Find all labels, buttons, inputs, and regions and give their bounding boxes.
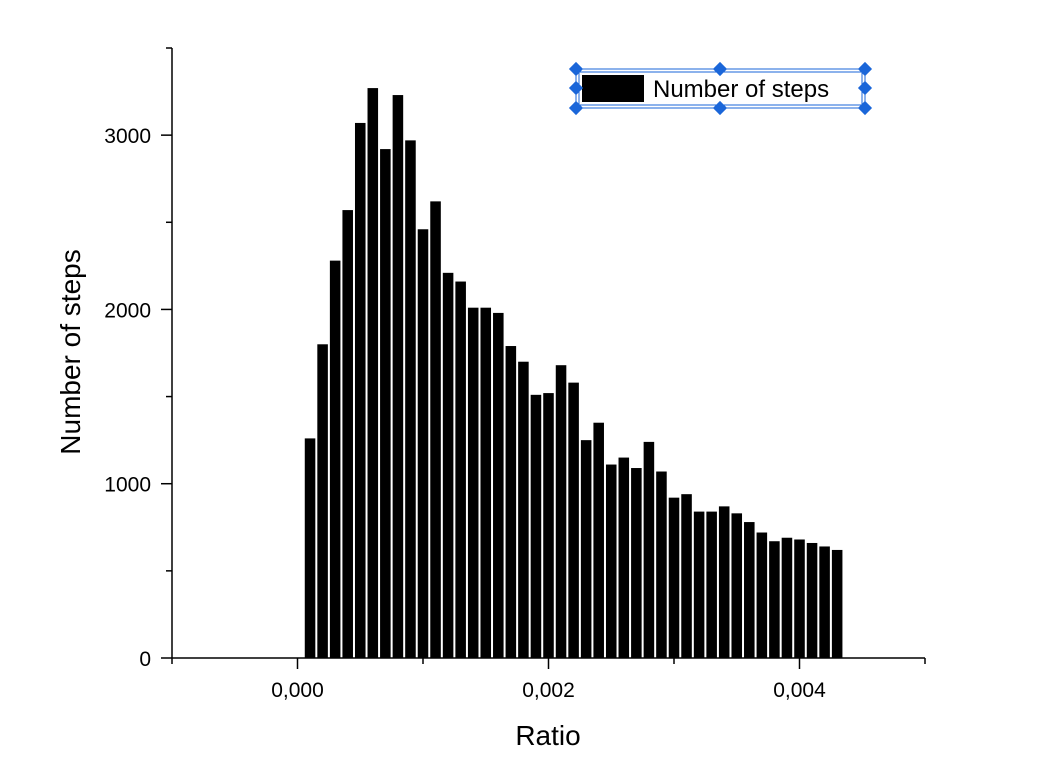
bar (518, 361, 529, 658)
bar (480, 307, 492, 658)
bar (342, 210, 353, 658)
y-tick-label: 1000 (104, 474, 151, 497)
bar (806, 542, 818, 658)
bar (580, 440, 592, 658)
legend-resize-handle[interactable] (857, 61, 873, 77)
bar (781, 537, 793, 658)
bar (430, 201, 441, 658)
bar (706, 511, 717, 658)
y-axis-title: Number of steps (55, 249, 86, 454)
bar (643, 441, 655, 658)
legend-label: Number of steps (653, 76, 829, 103)
legend-resize-handle[interactable] (712, 61, 728, 77)
bar (605, 464, 617, 658)
bar (354, 122, 366, 658)
bar (756, 532, 768, 658)
y-tick-label: 3000 (104, 125, 151, 148)
bar (618, 457, 630, 658)
bar (467, 307, 479, 658)
bar (693, 511, 705, 658)
bar (668, 497, 680, 658)
bar (593, 422, 604, 658)
bar (392, 95, 404, 658)
bar (631, 468, 642, 658)
bar (405, 140, 416, 658)
legend-swatch (582, 75, 644, 102)
bar (731, 513, 743, 658)
bar (455, 281, 466, 658)
bar (380, 149, 391, 658)
legend-resize-handle[interactable] (857, 100, 873, 116)
bar (769, 541, 780, 658)
ticks-group: 0,000 0,002 0,004 0 1000 2000 3000 (104, 47, 926, 702)
bar (819, 546, 830, 658)
x-tick-label: 0,002 (522, 679, 575, 702)
y-tick-label: 2000 (104, 299, 151, 322)
bar (568, 382, 579, 658)
legend-resize-handle[interactable] (712, 100, 728, 116)
x-tick-label: 0,000 (271, 679, 324, 702)
bar (681, 494, 692, 658)
legend-resize-handle[interactable] (568, 80, 584, 96)
bar (493, 312, 504, 658)
legend[interactable]: Number of steps (568, 61, 873, 116)
bar (530, 394, 542, 658)
bar (794, 539, 805, 658)
bar (555, 365, 567, 658)
bar (367, 88, 379, 659)
x-axis-title: Ratio (515, 720, 580, 751)
bar (329, 260, 341, 658)
bar (831, 549, 843, 658)
bar (718, 506, 730, 658)
x-tick-label: 0,004 (773, 679, 826, 702)
legend-selection-handles[interactable] (568, 61, 873, 116)
bar (656, 471, 667, 658)
bar (417, 229, 429, 658)
legend-resize-handle[interactable] (568, 100, 584, 116)
legend-resize-handle[interactable] (857, 80, 873, 96)
y-tick-label: 0 (139, 648, 151, 671)
bar (317, 344, 328, 658)
legend-resize-handle[interactable] (568, 61, 584, 77)
bars-group (304, 88, 843, 659)
bar (505, 346, 517, 658)
bar (442, 272, 454, 658)
bar (304, 438, 316, 658)
bar (744, 522, 755, 658)
bar (543, 393, 554, 658)
